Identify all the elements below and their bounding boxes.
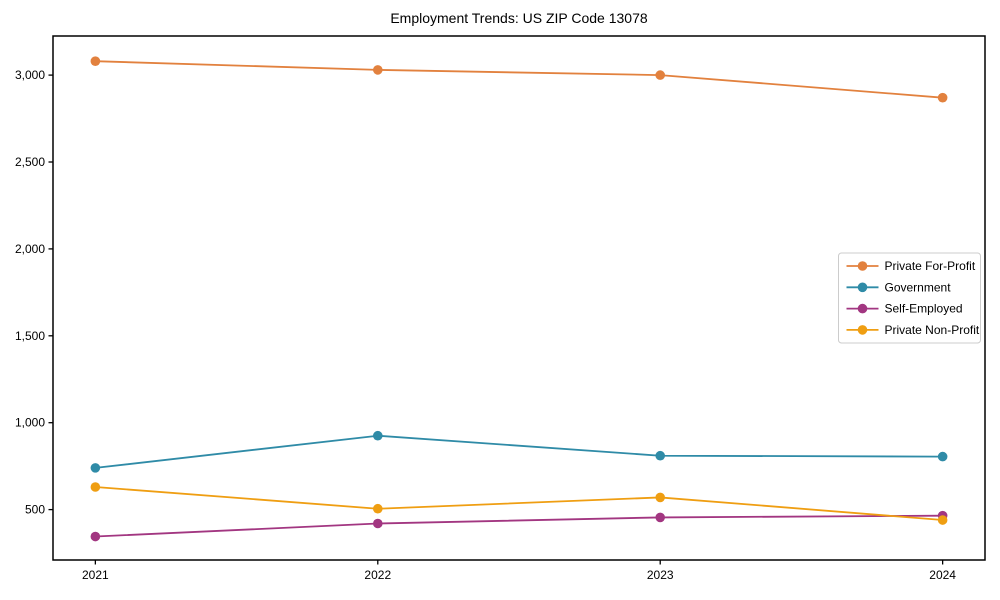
legend-marker	[857, 282, 868, 293]
plot-frame	[52, 35, 986, 561]
series-line-private-non-profit	[95, 486, 943, 521]
data-point-marker	[937, 451, 948, 462]
data-point-marker	[90, 56, 101, 67]
series-line-self-employed	[95, 514, 943, 538]
data-point-marker	[655, 70, 666, 80]
series-line-government	[95, 434, 943, 469]
legend-entry-label: Government	[885, 280, 952, 294]
y-tick-label: 2,500	[15, 155, 45, 169]
legend-box	[838, 252, 981, 344]
data-point-marker	[655, 492, 666, 503]
data-point-marker	[372, 503, 383, 514]
data-point-marker	[372, 65, 383, 75]
legend-entry-label: Private For-Profit	[885, 259, 976, 273]
data-point-marker	[90, 531, 101, 542]
legend-marker	[857, 303, 868, 314]
x-tick-label: 2024	[929, 568, 956, 582]
legend-entry-label: Self-Employed	[885, 302, 963, 316]
y-tick-label: 2,000	[15, 242, 45, 256]
data-point-marker	[937, 515, 948, 525]
x-tick-label: 2022	[364, 568, 391, 582]
x-tick-label: 2021	[82, 568, 109, 582]
legend-marker	[857, 325, 868, 335]
data-point-marker	[937, 92, 948, 103]
x-tick-label: 2023	[647, 568, 674, 582]
y-tick-label: 1,500	[15, 329, 45, 343]
series-line-private-for-profit	[95, 60, 943, 99]
series-layer	[90, 56, 948, 542]
data-point-marker	[372, 430, 383, 441]
data-point-marker	[655, 450, 666, 461]
data-point-marker	[372, 518, 383, 529]
y-tick-label: 3,000	[15, 68, 45, 82]
y-tick-label: 1,000	[15, 416, 45, 430]
chart-title: Employment Trends: US ZIP Code 13078	[390, 10, 648, 26]
legend-marker	[857, 261, 868, 271]
data-point-marker	[90, 463, 101, 473]
data-point-marker	[90, 482, 101, 492]
legend-entry-label: Private Non-Profit	[885, 323, 980, 337]
y-tick-label: 500	[25, 503, 45, 517]
legend-layer: Private For-Profit Government Self-Employe…	[838, 252, 981, 344]
axes-layer: 500 1,000 1,500 2,000 2,500 3,000 2021 2022 2023…	[15, 35, 986, 582]
data-point-marker	[655, 512, 666, 523]
